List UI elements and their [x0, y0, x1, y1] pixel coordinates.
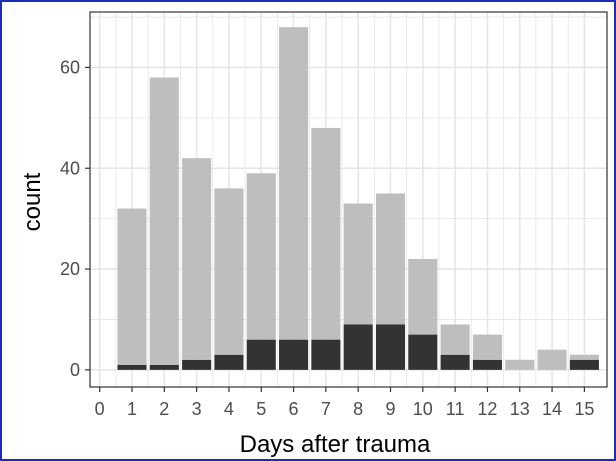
panel-border: [89, 11, 608, 388]
x-tick-label: 10: [413, 399, 433, 419]
x-tick-label: 6: [289, 399, 299, 419]
bar-segment-dark: [149, 364, 179, 370]
bar-segment-dark: [440, 354, 470, 370]
bar-segment-dark: [279, 339, 309, 370]
bar-segment-light: [279, 27, 309, 340]
bar-segment-light: [569, 354, 599, 360]
bar-segment-light: [472, 334, 502, 360]
bar-segment-dark: [569, 359, 599, 370]
x-tick-label: 0: [95, 399, 105, 419]
bar-segment-light: [149, 77, 179, 365]
bar-segment-light: [505, 359, 535, 370]
bar-segment-dark: [246, 339, 276, 370]
bar-segment-dark: [472, 359, 502, 370]
x-tick-label: 9: [385, 399, 395, 419]
bar-segment-light: [343, 203, 373, 325]
x-axis-ticks: 0 1 2 3 4 5 6 7 8 9 10 11 12 13 14 15: [95, 387, 594, 419]
y-tick-label: 20: [60, 259, 80, 279]
bar-segment-dark: [375, 324, 406, 370]
bar-segment-light: [182, 158, 212, 360]
bars: [117, 27, 599, 370]
bar-segment-light: [311, 127, 341, 340]
bar-segment-dark: [408, 334, 438, 370]
y-tick-label: 0: [70, 360, 80, 380]
bar-segment-light: [440, 324, 470, 355]
x-tick-label: 15: [574, 399, 594, 419]
bar-segment-dark: [343, 324, 373, 370]
x-tick-label: 1: [127, 399, 137, 419]
x-tick-label: 8: [353, 399, 363, 419]
y-axis-title: count: [19, 172, 46, 231]
bar-segment-light: [375, 193, 406, 325]
x-tick-label: 13: [510, 399, 530, 419]
bar-segment-dark: [182, 359, 212, 370]
x-tick-label: 14: [542, 399, 562, 419]
bar-segment-light: [246, 173, 276, 340]
bar-segment-light: [214, 188, 244, 355]
bar-segment-dark: [117, 364, 147, 370]
bar-segment-light: [408, 258, 438, 335]
y-axis-ticks: 0 20 40 60: [60, 57, 90, 380]
x-tick-label: 3: [192, 399, 202, 419]
bar-segment-dark: [311, 339, 341, 370]
x-tick-label: 11: [446, 399, 465, 419]
bar-segment-light: [537, 349, 567, 370]
bar-segment-light: [117, 208, 147, 365]
x-tick-label: 4: [224, 399, 234, 419]
x-tick-label: 12: [477, 399, 497, 419]
x-tick-label: 7: [321, 399, 331, 419]
x-tick-label: 5: [256, 399, 266, 419]
x-axis-title: Days after trauma: [240, 431, 431, 458]
x-tick-label: 2: [159, 399, 169, 419]
bar-segment-dark: [214, 354, 244, 370]
y-tick-label: 60: [60, 57, 80, 77]
y-tick-label: 40: [60, 158, 80, 178]
